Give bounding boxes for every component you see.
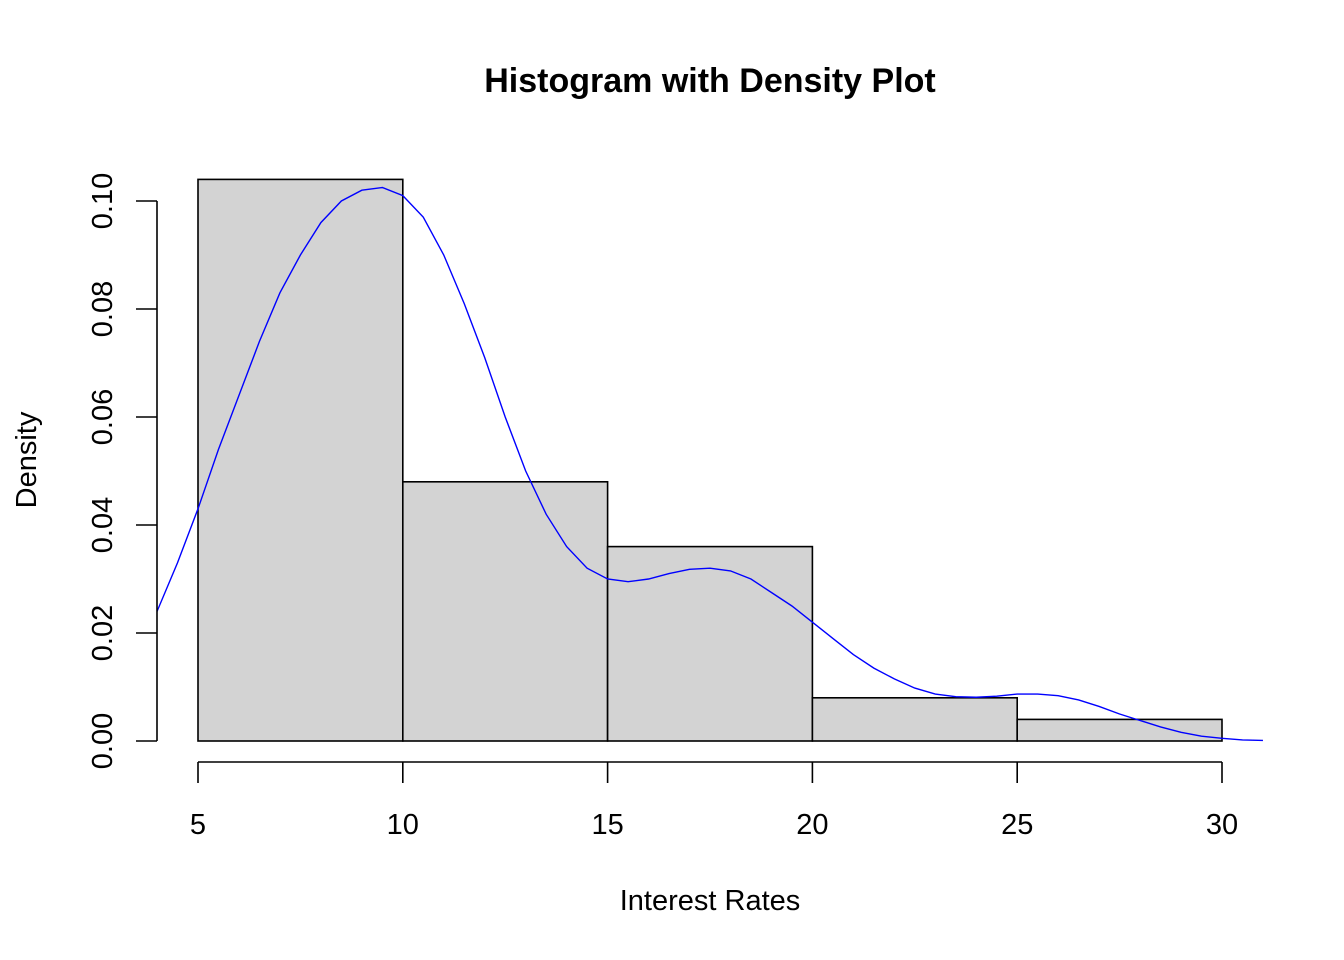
y-tick-label: 0.10	[87, 173, 119, 229]
x-tick-label: 15	[591, 809, 623, 841]
y-axis: 0.00 0.02 0.04 0.06 0.08 0.10	[87, 173, 158, 769]
histogram-bar-2	[401, 480, 609, 742]
histogram-bar-1	[197, 178, 404, 742]
histogram-bar-5	[1016, 718, 1223, 742]
y-tick-label: 0.06	[87, 389, 119, 445]
x-tick-label: 25	[1001, 809, 1033, 841]
x-tick-label: 10	[387, 809, 419, 841]
x-tick-label: 30	[1206, 809, 1238, 841]
y-tick-label: 0.08	[87, 281, 119, 337]
y-tick-label: 0.04	[87, 497, 119, 553]
x-tick-label: 5	[190, 809, 206, 841]
x-tick-label: 20	[796, 809, 828, 841]
histogram-bar-4	[811, 696, 1019, 742]
x-axis-label: Interest Rates	[620, 885, 801, 917]
histogram-bar-3	[606, 545, 814, 742]
histogram-bars	[197, 178, 1223, 742]
y-axis-label: Density	[11, 411, 43, 508]
chart-title: Histogram with Density Plot	[484, 62, 936, 100]
y-tick-label: 0.00	[87, 713, 119, 769]
density-curve	[157, 186, 1263, 742]
x-axis: 5 10 15 20 25 30	[190, 761, 1238, 841]
y-tick-label: 0.02	[87, 605, 119, 661]
